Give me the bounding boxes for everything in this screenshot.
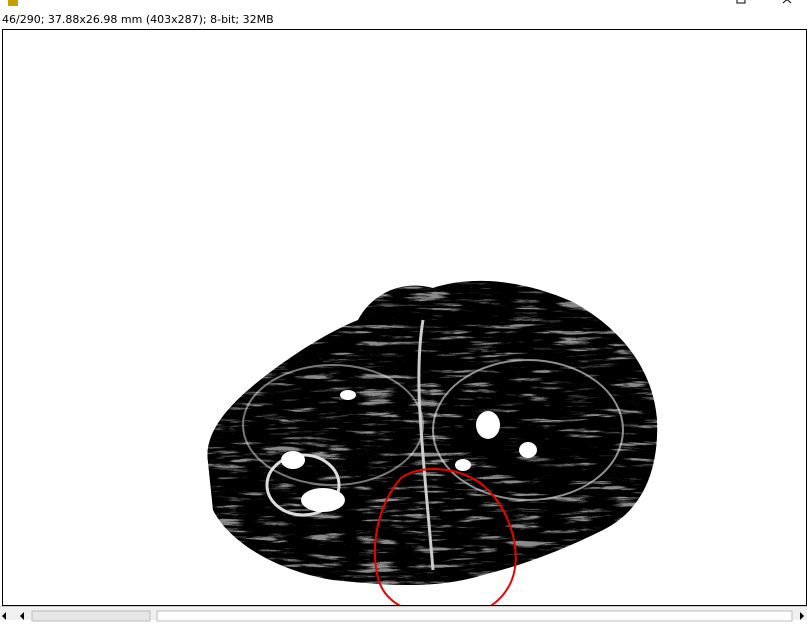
app-icon <box>8 0 18 6</box>
scrollbar-graphic <box>2 610 804 622</box>
title-bar: Texture 1.tif (200%) <box>0 0 807 6</box>
image-info: 46/290; 37.88x26.98 mm (403x287); 8-bit;… <box>2 13 274 26</box>
image-canvas[interactable] <box>2 29 807 606</box>
annotation-circle <box>373 467 517 605</box>
window-controls[interactable] <box>735 0 795 10</box>
scrollbar[interactable] <box>0 606 807 622</box>
image <box>207 280 658 605</box>
